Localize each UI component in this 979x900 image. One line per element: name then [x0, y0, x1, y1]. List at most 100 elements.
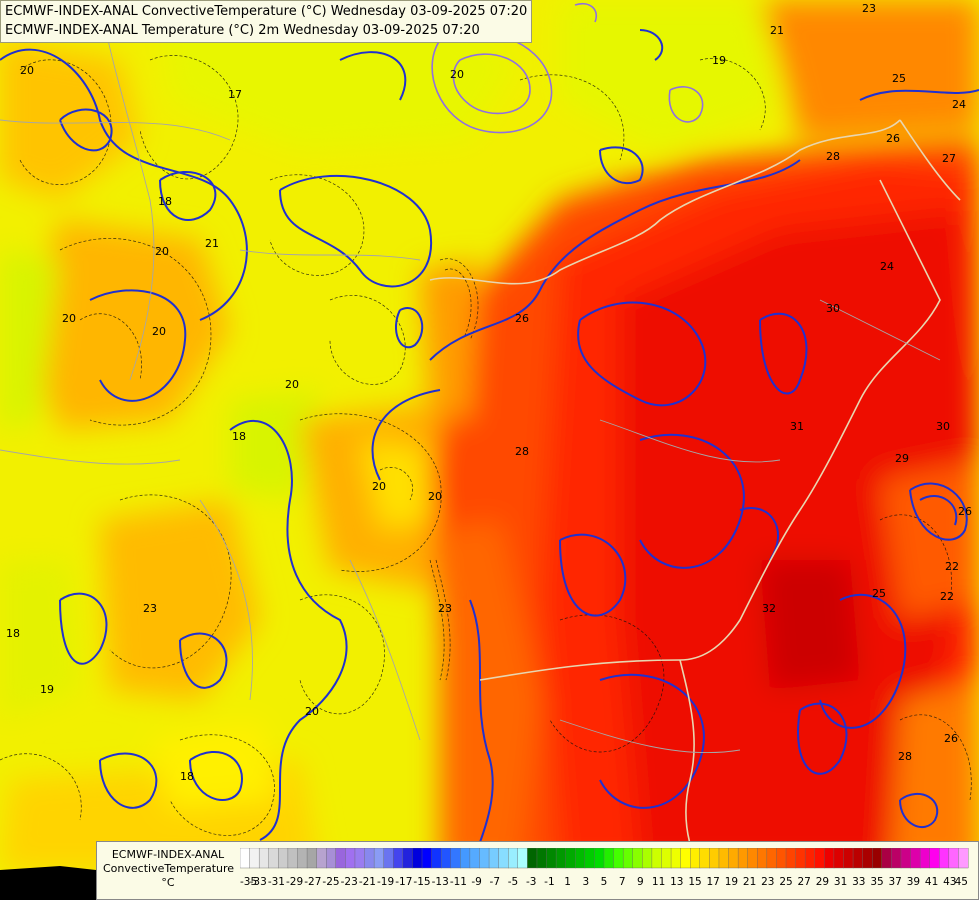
legend-swatch — [804, 848, 816, 869]
legend-tick-label: -15 — [413, 876, 430, 888]
legend-swatch — [488, 848, 500, 869]
contour-label: 20 — [20, 64, 34, 77]
legend-tick-label: 1 — [564, 876, 571, 888]
legend-swatch — [843, 848, 854, 869]
legend-tick-label: -5 — [508, 876, 518, 888]
contour-label: 25 — [892, 72, 906, 85]
legend-swatch — [402, 848, 413, 869]
legend-swatch — [268, 848, 279, 869]
legend-swatch — [622, 848, 634, 869]
contour-label: 28 — [898, 750, 912, 763]
legend-tick-label: 37 — [889, 876, 902, 888]
legend-swatch — [287, 848, 298, 869]
legend-swatch — [335, 848, 346, 869]
legend-swatch — [852, 848, 864, 869]
contour-label: 23 — [438, 602, 452, 615]
contour-label: 19 — [712, 54, 726, 67]
contour-label: 20 — [305, 705, 319, 718]
legend-tick-label: -17 — [395, 876, 412, 888]
legend-swatch — [661, 848, 672, 869]
legend-swatch — [364, 848, 375, 869]
legend-swatch — [814, 848, 825, 869]
legend-tick-label: -27 — [304, 876, 321, 888]
legend-swatch — [431, 848, 442, 869]
legend-model-name: ECMWF-INDEX-ANAL — [111, 848, 225, 861]
blue-isolines — [0, 29, 979, 871]
legend-swatch — [393, 848, 404, 869]
contour-label: 24 — [952, 98, 966, 111]
contour-label: 20 — [152, 325, 166, 338]
legend-swatch — [881, 848, 892, 869]
legend-tick-label: -9 — [471, 876, 481, 888]
legend-swatch — [632, 848, 643, 869]
contour-label: 23 — [143, 602, 157, 615]
legend-swatch — [536, 848, 548, 869]
legend-swatch — [278, 848, 289, 869]
legend-swatch — [517, 848, 528, 869]
legend-swatch — [450, 848, 461, 869]
contour-label: 26 — [958, 505, 972, 518]
legend-parameter-name: ConvectiveTemperature — [103, 862, 235, 875]
legend-tick-label: 41 — [925, 876, 938, 888]
legend-swatch — [498, 848, 509, 869]
legend-tick-label: -11 — [450, 876, 467, 888]
color-legend: ECMWF-INDEX-ANAL ConvectiveTemperature °… — [96, 841, 979, 900]
legend-tick-label: 7 — [619, 876, 626, 888]
legend-swatch — [603, 848, 615, 869]
legend-tick-label: 23 — [761, 876, 774, 888]
legend-swatch — [613, 848, 624, 869]
legend-tick-label: -7 — [490, 876, 500, 888]
contour-labels: 20 21 18 17 20 20 20 20 20 18 20 20 23 1… — [6, 2, 972, 783]
legend-swatch — [306, 848, 318, 869]
contour-label: 18 — [6, 627, 20, 640]
violet-isolines — [431, 3, 704, 134]
legend-swatch — [690, 848, 701, 869]
legend-tick-label: -29 — [286, 876, 303, 888]
legend-swatch — [728, 848, 739, 869]
contour-label: 30 — [936, 420, 950, 433]
legend-swatch — [642, 848, 653, 869]
contour-label: 20 — [428, 490, 442, 503]
legend-swatch — [240, 848, 251, 869]
legend-tick-label: -35 — [240, 876, 257, 888]
legend-swatch — [508, 848, 519, 869]
legend-swatch — [929, 848, 940, 869]
contour-label: 20 — [62, 312, 76, 325]
legend-swatch — [919, 848, 931, 869]
legend-tick-label: 17 — [707, 876, 720, 888]
legend-swatch — [833, 848, 844, 869]
legend-swatch — [891, 848, 902, 869]
legend-swatch — [373, 848, 385, 869]
contour-label: 18 — [180, 770, 194, 783]
legend-tick-label: 45 — [955, 876, 968, 888]
legend-swatch — [479, 848, 490, 869]
legend-swatch — [575, 848, 586, 869]
legend-swatch — [421, 848, 433, 869]
legend-tick-label: 43 — [943, 876, 956, 888]
legend-tick-label: 29 — [816, 876, 829, 888]
contour-label: 31 — [790, 420, 804, 433]
contour-label: 23 — [862, 2, 876, 15]
legend-tick-label: -3 — [526, 876, 536, 888]
legend-swatch — [709, 848, 720, 869]
legend-swatch — [757, 848, 768, 869]
legend-tick-label: 9 — [637, 876, 644, 888]
legend-tick-label: 5 — [601, 876, 608, 888]
map-title-box: ECMWF-INDEX-ANAL ConvectiveTemperature (… — [0, 0, 533, 43]
legend-swatch — [776, 848, 787, 869]
legend-tick-label: -25 — [322, 876, 339, 888]
contour-label: 17 — [228, 88, 242, 101]
legend-tick-label: 15 — [688, 876, 701, 888]
legend-tick-label: 33 — [852, 876, 865, 888]
legend-tick-label: 25 — [779, 876, 792, 888]
legend-tick-label: -33 — [250, 876, 267, 888]
legend-swatch — [546, 848, 557, 869]
country-borders — [429, 119, 961, 871]
legend-label: ECMWF-INDEX-ANAL ConvectiveTemperature °… — [103, 848, 235, 890]
legend-swatch — [795, 848, 806, 869]
map-title-primary: ECMWF-INDEX-ANAL ConvectiveTemperature (… — [5, 4, 528, 19]
legend-tick-label: -21 — [359, 876, 376, 888]
legend-tick-label: -23 — [341, 876, 358, 888]
contour-label: 30 — [826, 302, 840, 315]
legend-tick-label: 31 — [834, 876, 847, 888]
